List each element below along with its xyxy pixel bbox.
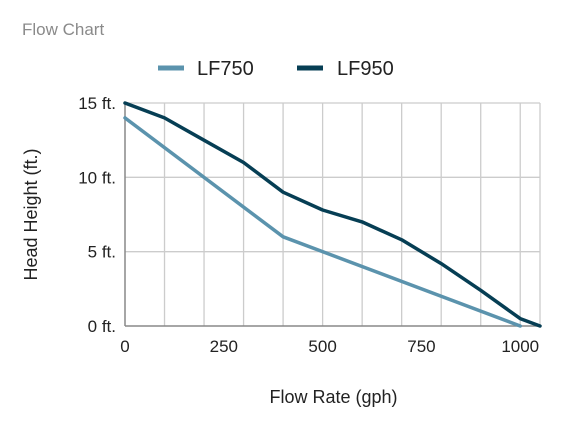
series-layer <box>123 101 542 328</box>
tick-labels: 0 ft. 5 ft. 10 ft. 15 ft. 0 250 500 750 1000 <box>78 94 539 356</box>
x-tick-label: 0 <box>120 337 129 356</box>
x-tick-label: 750 <box>407 337 435 356</box>
x-tick-label: 500 <box>308 337 336 356</box>
legend: LF750 LF950 <box>158 58 394 80</box>
y-axis-title: Head Height (ft.) <box>21 148 41 280</box>
y-tick-label: 15 ft. <box>78 94 116 113</box>
legend-label-lf750: LF750 <box>197 58 254 80</box>
x-tick-label: 1000 <box>501 337 539 356</box>
chart-title: Flow Chart <box>22 20 105 39</box>
y-tick-label: 0 ft. <box>88 317 116 336</box>
series-line-lf950 <box>123 101 542 328</box>
y-tick-label: 10 ft. <box>78 168 116 187</box>
x-axis-title: Flow Rate (gph) <box>269 387 397 407</box>
axes <box>124 103 540 327</box>
x-tick-label: 250 <box>210 337 238 356</box>
series-line-lf750 <box>123 116 522 328</box>
legend-label-lf950: LF950 <box>337 58 394 80</box>
y-tick-label: 5 ft. <box>88 243 116 262</box>
